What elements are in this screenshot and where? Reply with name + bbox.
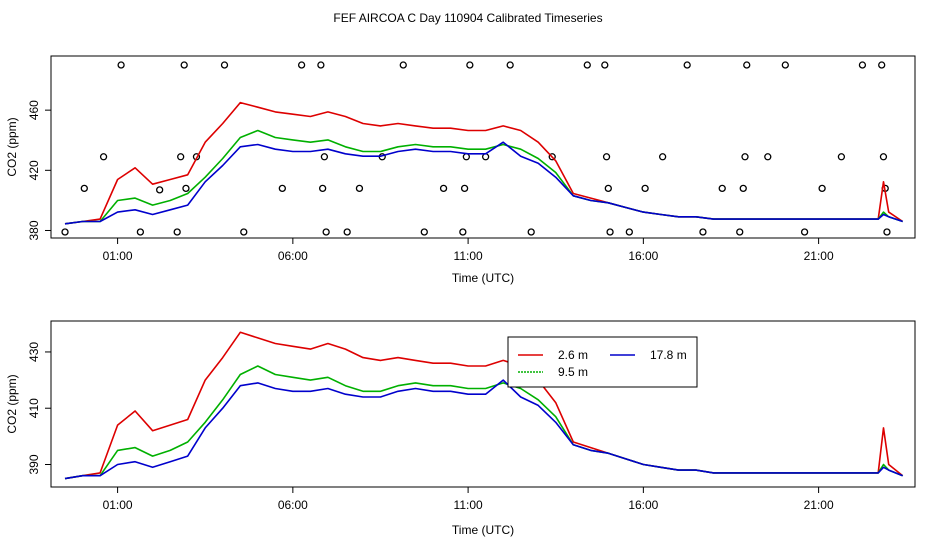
x-axis-title: Time (UTC) bbox=[452, 523, 514, 537]
scatter-point bbox=[858, 61, 867, 69]
scatter-points bbox=[61, 61, 891, 236]
scatter-point bbox=[604, 184, 612, 193]
y-axis: 390 410 430 bbox=[27, 342, 51, 475]
scatter-point bbox=[736, 228, 744, 236]
y-tick-label: 430 bbox=[27, 342, 41, 362]
y-tick-label: 380 bbox=[27, 220, 41, 240]
legend: 2.6 m 9.5 m 17.8 m bbox=[507, 336, 698, 388]
scatter-point bbox=[80, 184, 88, 193]
plot-frame bbox=[50, 320, 916, 488]
scatter-point bbox=[764, 153, 772, 161]
scatter-point bbox=[177, 153, 185, 161]
scatter-point bbox=[602, 153, 611, 161]
x-tick-label: 06:00 bbox=[278, 249, 308, 263]
scatter-point bbox=[781, 61, 789, 69]
scatter-point bbox=[718, 184, 726, 193]
scatter-point bbox=[180, 61, 188, 69]
scatter-point bbox=[527, 228, 535, 236]
y-tick-label: 420 bbox=[27, 160, 41, 180]
scatter-point bbox=[117, 61, 125, 69]
y-tick-label: 390 bbox=[27, 454, 41, 474]
scatter-point bbox=[743, 61, 751, 69]
legend-label-9-5m: 9.5 m bbox=[558, 365, 588, 379]
x-tick-label: 16:00 bbox=[628, 498, 658, 512]
scatter-point bbox=[439, 184, 448, 193]
series-line-17-8-m-m bbox=[64, 141, 903, 225]
y-axis: 380 420 460 bbox=[27, 100, 51, 240]
scatter-point bbox=[156, 186, 164, 194]
scatter-point bbox=[320, 153, 329, 161]
x-tick-label: 16:00 bbox=[628, 249, 658, 263]
scatter-point bbox=[343, 228, 351, 236]
scatter-point bbox=[506, 61, 514, 69]
plot-frame bbox=[50, 55, 916, 239]
scatter-point bbox=[220, 61, 229, 69]
x-tick-label: 01:00 bbox=[103, 249, 133, 263]
scatter-point bbox=[318, 184, 327, 193]
scatter-point bbox=[800, 228, 809, 236]
y-tick-label: 410 bbox=[27, 398, 41, 418]
scatter-point bbox=[99, 153, 108, 161]
scatter-point bbox=[297, 61, 306, 69]
scatter-point bbox=[420, 228, 428, 236]
scatter-point bbox=[317, 61, 325, 69]
scatter-point bbox=[322, 228, 330, 236]
x-tick-label: 21:00 bbox=[804, 498, 834, 512]
scatter-point bbox=[601, 61, 609, 69]
scatter-point bbox=[583, 61, 591, 69]
scatter-point bbox=[240, 228, 248, 236]
scatter-point bbox=[61, 228, 69, 236]
legend-label-17-8m: 17.8 m bbox=[650, 348, 687, 362]
scatter-point bbox=[182, 184, 190, 193]
y-axis-title: CO2 (ppm) bbox=[5, 374, 19, 433]
scatter-point bbox=[548, 153, 556, 161]
scatter-point bbox=[466, 61, 474, 69]
scatter-point bbox=[883, 228, 891, 236]
scatter-point bbox=[173, 228, 181, 236]
x-axis: 01:00 06:00 11:00 16:00 21:00 bbox=[103, 238, 834, 263]
legend-label-2-6m: 2.6 m bbox=[558, 348, 588, 362]
series-lines bbox=[64, 331, 904, 480]
line-panel: 01:00 06:00 11:00 16:00 21:00 390 410 430 Time… bbox=[5, 320, 916, 537]
scatter-point bbox=[625, 228, 633, 236]
y-axis-title: CO2 (ppm) bbox=[5, 117, 19, 176]
scatter-point bbox=[658, 153, 667, 161]
scatter-point bbox=[459, 228, 467, 236]
scatter-point bbox=[878, 61, 886, 69]
scatter-point bbox=[136, 228, 145, 236]
scatter-point bbox=[699, 228, 707, 236]
scatter-point bbox=[460, 184, 469, 193]
legend-box bbox=[507, 336, 698, 388]
y-tick-label: 460 bbox=[27, 100, 41, 120]
scatter-point bbox=[355, 184, 364, 193]
scatter-point bbox=[278, 184, 286, 193]
scatter-point bbox=[683, 61, 691, 69]
scatter-point bbox=[399, 61, 407, 69]
scatter-point bbox=[879, 153, 888, 161]
scatter-point bbox=[739, 184, 747, 193]
series-lines bbox=[64, 101, 904, 225]
x-tick-label: 11:00 bbox=[454, 249, 483, 263]
figure-title: FEF AIRCOA C Day 110904 Calibrated Times… bbox=[333, 11, 602, 25]
scatter-point bbox=[837, 153, 846, 161]
x-axis-title: Time (UTC) bbox=[452, 271, 514, 285]
x-tick-label: 11:00 bbox=[454, 498, 483, 512]
scatter-point bbox=[741, 153, 749, 161]
x-tick-label: 06:00 bbox=[278, 498, 308, 512]
series-line-17-8-m-m bbox=[64, 379, 903, 480]
x-axis: 01:00 06:00 11:00 16:00 21:00 bbox=[103, 487, 834, 512]
scatter-point bbox=[606, 228, 614, 236]
scatter-point bbox=[818, 184, 826, 193]
scatter-point bbox=[641, 184, 649, 193]
x-tick-label: 21:00 bbox=[804, 249, 834, 263]
scatter-panel: 01:00 06:00 11:00 16:00 21:00 380 420 460 Time… bbox=[5, 55, 916, 285]
x-tick-label: 01:00 bbox=[103, 498, 133, 512]
